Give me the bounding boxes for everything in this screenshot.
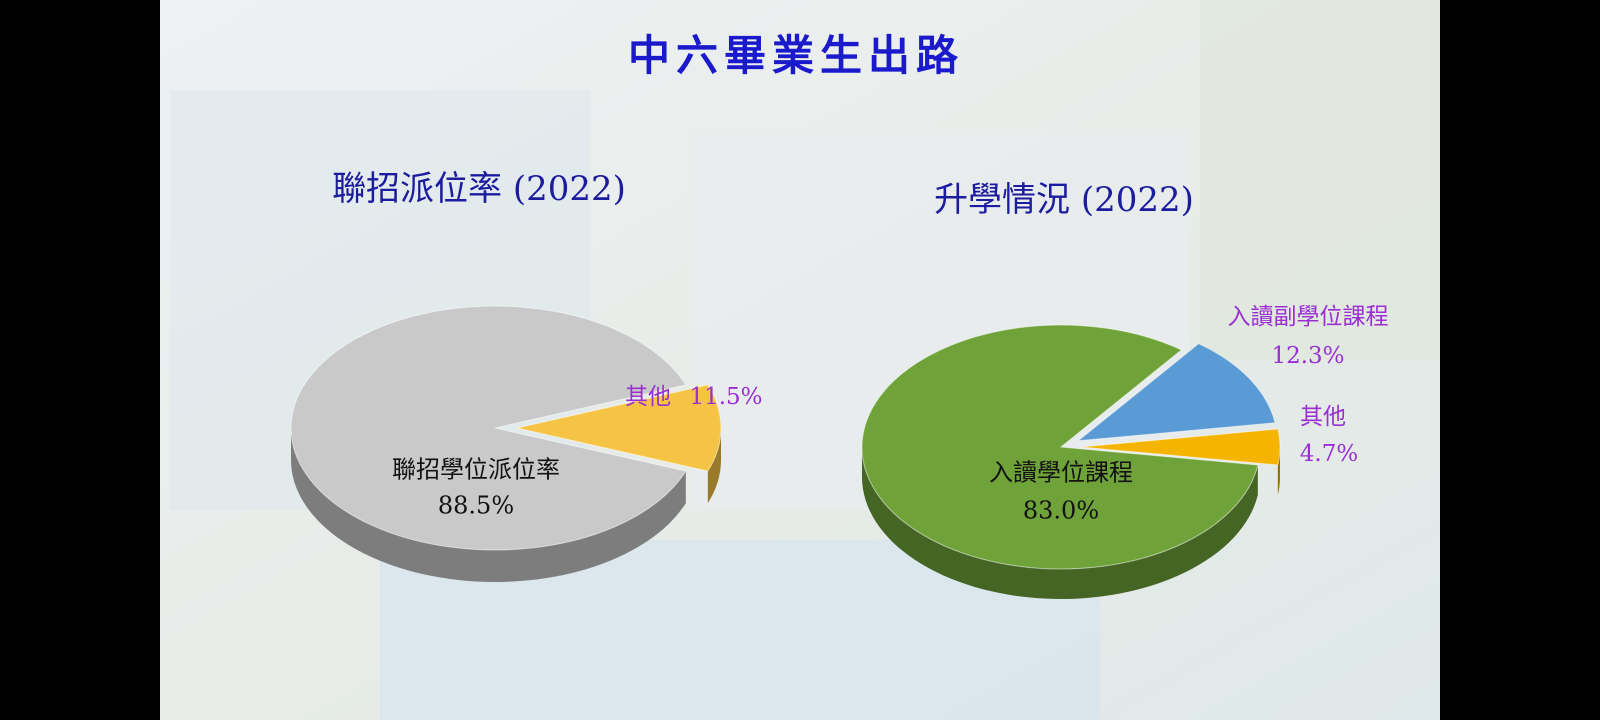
pie-slice (290, 305, 687, 551)
slice-side (862, 447, 1258, 599)
pie-slice (861, 324, 1259, 570)
slide-title: 中六畢業生出路 (628, 31, 964, 80)
slice-value-label: 88.5% (438, 492, 514, 520)
slice-value-label: 12.3% (1271, 343, 1344, 369)
slice-side (291, 428, 686, 582)
pie-slice (516, 384, 722, 472)
slice-value-label: 4.7% (1300, 441, 1358, 467)
chart-title: 升學情況 (2022) (934, 180, 1194, 220)
tree-backdrop (1200, 0, 1440, 360)
slice-label: 其他 (1300, 404, 1346, 430)
slice-label: 入讀副學位課程 (1228, 304, 1389, 330)
slice-label: 聯招學位派位率 (392, 456, 560, 484)
slice-label: 入讀學位課程 (989, 459, 1133, 487)
slice-value-label: 11.5% (689, 384, 762, 410)
slice-value-label: 83.0% (1023, 497, 1099, 525)
slice-side (707, 428, 721, 504)
chart-title: 聯招派位率 (2022) (332, 169, 626, 209)
slice-label: 其他 (625, 384, 671, 410)
pie-slice (1080, 428, 1281, 466)
pie-slice (1076, 343, 1276, 442)
